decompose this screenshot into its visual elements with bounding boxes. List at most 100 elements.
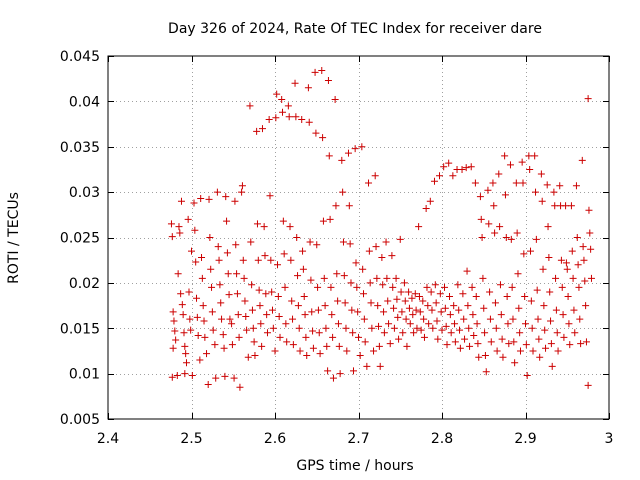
data-point: [254, 256, 262, 264]
data-point: [198, 274, 206, 282]
data-point: [455, 306, 463, 314]
data-point: [185, 288, 193, 296]
data-point: [307, 276, 315, 284]
data-point: [194, 332, 202, 340]
data-point: [273, 90, 281, 98]
data-point: [358, 143, 366, 151]
data-point: [323, 342, 331, 350]
data-point: [289, 341, 297, 349]
data-point: [191, 226, 199, 234]
data-point: [379, 281, 387, 289]
data-point: [436, 290, 444, 298]
data-point: [441, 304, 449, 312]
data-point: [515, 304, 523, 312]
x-tick-label: 2.5: [180, 431, 202, 447]
data-point: [371, 172, 379, 180]
data-point: [435, 172, 443, 180]
data-point: [479, 274, 487, 282]
data-point: [442, 322, 450, 330]
x-tick-label: 3: [605, 431, 614, 447]
data-point: [253, 127, 261, 135]
data-point: [300, 292, 308, 300]
data-point: [304, 84, 312, 92]
data-point: [224, 270, 232, 278]
data-point: [375, 322, 383, 330]
data-point: [268, 306, 276, 314]
data-point: [257, 320, 265, 328]
data-point: [289, 315, 297, 323]
data-point: [496, 281, 504, 289]
data-point: [274, 261, 282, 269]
data-point: [240, 274, 248, 282]
data-point: [299, 265, 307, 273]
data-point: [341, 299, 349, 307]
data-point: [199, 302, 207, 310]
data-point: [486, 288, 494, 296]
data-point: [234, 311, 242, 319]
data-point: [534, 315, 542, 323]
data-point: [305, 118, 313, 126]
data-point: [308, 308, 316, 316]
data-point: [491, 299, 499, 307]
data-point: [216, 281, 224, 289]
data-point: [547, 340, 555, 348]
data-point: [201, 333, 209, 341]
data-point: [348, 306, 356, 314]
x-tick-label: 2.7: [347, 431, 369, 447]
data-point: [575, 283, 583, 291]
data-point: [228, 320, 236, 328]
data-point: [451, 338, 459, 346]
data-point: [246, 102, 254, 110]
data-point: [244, 353, 252, 361]
data-point: [293, 234, 301, 241]
data-point: [411, 290, 419, 298]
data-point: [315, 329, 323, 337]
data-point: [380, 308, 388, 316]
x-tick-label: 2.9: [514, 431, 536, 447]
data-point: [514, 270, 522, 278]
data-point: [469, 311, 477, 319]
data-point: [338, 156, 346, 164]
data-point: [325, 152, 333, 160]
data-point: [532, 235, 540, 243]
data-point: [396, 235, 404, 243]
data-point: [294, 272, 302, 280]
data-point: [415, 223, 423, 231]
data-point: [415, 292, 423, 300]
data-point: [365, 179, 373, 187]
data-point: [423, 283, 431, 291]
data-point: [349, 329, 357, 337]
data-point: [238, 188, 246, 196]
data-point: [563, 265, 571, 273]
data-point: [382, 238, 390, 246]
data-point: [349, 367, 357, 375]
data-point: [319, 217, 327, 225]
data-point: [346, 240, 354, 248]
data-point: [430, 177, 438, 185]
data-point: [231, 197, 239, 205]
data-point: [223, 217, 231, 225]
data-point: [365, 247, 373, 255]
data-point: [459, 290, 467, 298]
data-point: [324, 77, 332, 85]
data-point: [215, 256, 223, 264]
data-point: [582, 338, 590, 346]
data-point: [516, 329, 524, 337]
data-point: [580, 256, 588, 264]
data-point: [512, 179, 520, 187]
data-point: [405, 288, 413, 296]
data-point: [339, 238, 347, 246]
data-point: [409, 311, 417, 319]
data-point: [451, 320, 459, 328]
data-point: [182, 350, 190, 358]
data-point: [233, 270, 241, 278]
data-point: [212, 374, 220, 382]
data-point: [169, 308, 177, 316]
axis-ticks: [108, 56, 610, 420]
data-point: [280, 250, 288, 258]
data-point: [395, 335, 403, 343]
data-point: [533, 286, 541, 294]
data-point: [401, 297, 409, 305]
data-point: [509, 315, 517, 323]
data-point: [203, 350, 211, 358]
